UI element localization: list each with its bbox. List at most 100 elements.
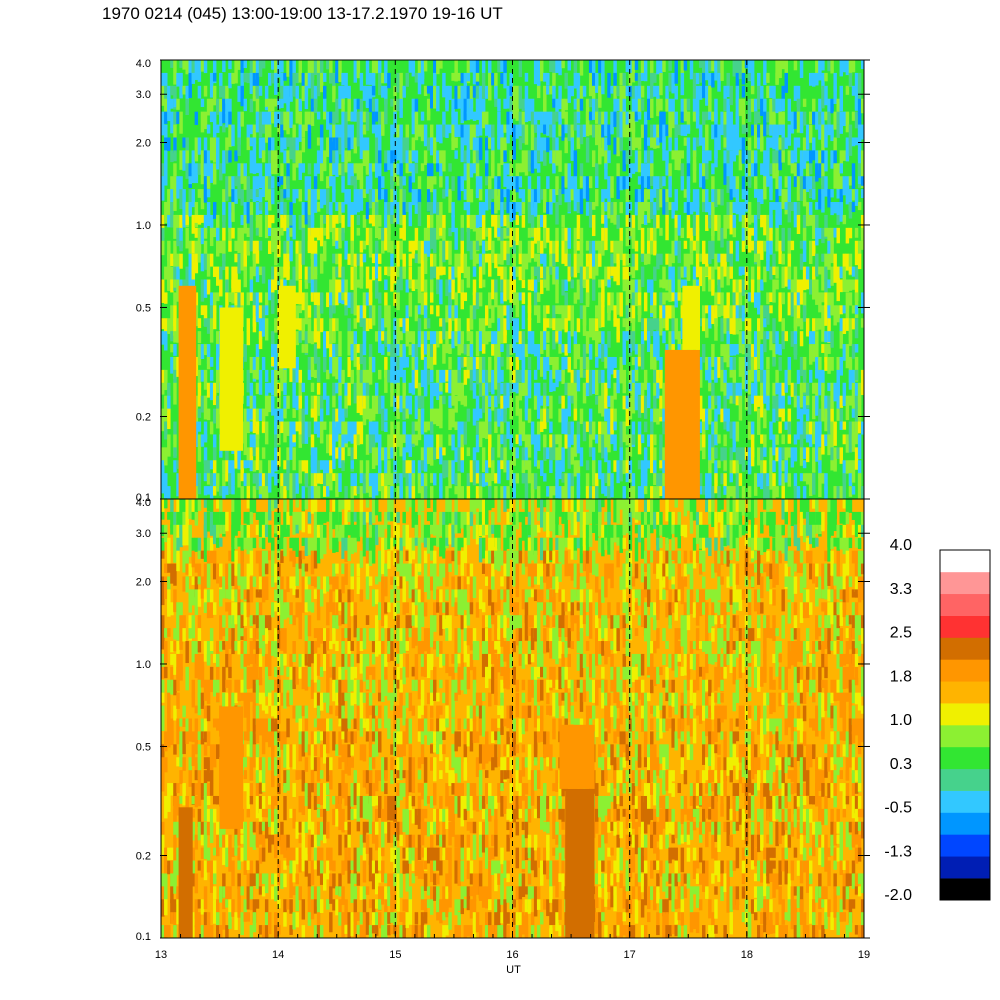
spectrogram-cell bbox=[338, 227, 342, 249]
spectrogram-cell bbox=[341, 98, 345, 113]
spectrogram-cell bbox=[423, 240, 428, 262]
spectrogram-cell bbox=[429, 344, 434, 364]
spectrogram-cell bbox=[368, 344, 373, 364]
spectrogram-cell bbox=[350, 369, 354, 384]
spectrogram-cell bbox=[576, 473, 581, 495]
spectrogram-cell bbox=[573, 382, 578, 401]
spectrogram-cell bbox=[368, 72, 373, 85]
spectrogram-cell bbox=[264, 111, 269, 130]
spectrogram-cell bbox=[203, 214, 208, 234]
spectrogram-cell bbox=[692, 266, 697, 292]
spectrogram-cell bbox=[799, 163, 804, 182]
spectrogram-cell bbox=[313, 369, 318, 379]
spectrogram-cell bbox=[619, 434, 623, 460]
spectrogram-cell bbox=[356, 163, 361, 180]
spectrogram-cell bbox=[280, 408, 284, 427]
spectrogram-cell bbox=[662, 331, 666, 344]
spectrogram-cell bbox=[497, 214, 501, 241]
spectrogram-cell bbox=[228, 641, 232, 650]
spectrogram-cell bbox=[216, 137, 220, 163]
spectrogram-cell bbox=[659, 189, 663, 208]
spectrogram-cell bbox=[585, 486, 590, 499]
spectrogram-cell bbox=[338, 202, 342, 224]
spectrogram-cell bbox=[659, 227, 663, 236]
spectrogram-cell bbox=[591, 253, 596, 278]
spectrogram-cell bbox=[396, 124, 400, 145]
spectrogram-cell bbox=[506, 124, 510, 144]
spectrogram-cell bbox=[757, 240, 761, 254]
spectrogram-cell bbox=[252, 318, 257, 333]
spectrogram-cell bbox=[454, 395, 458, 413]
spectrogram-cell bbox=[225, 653, 229, 668]
spectrogram-cell bbox=[790, 447, 795, 468]
spectrogram-cell bbox=[347, 124, 351, 139]
spectrogram-cell bbox=[390, 189, 394, 203]
spectrogram-cell bbox=[206, 860, 211, 873]
spectrogram-cell bbox=[408, 305, 413, 317]
spectrogram-cell bbox=[824, 486, 828, 499]
spectrogram-cell bbox=[200, 550, 205, 559]
spectrogram-cell bbox=[170, 641, 174, 653]
spectrogram-cell bbox=[478, 369, 483, 394]
spectrogram-cell bbox=[384, 292, 388, 306]
spectrogram-cell bbox=[760, 356, 764, 380]
spectrogram-cell bbox=[747, 227, 752, 253]
spectrogram-cell bbox=[191, 499, 196, 519]
spectrogram-cell bbox=[445, 369, 449, 382]
spectrogram-cell bbox=[240, 460, 244, 482]
spectrogram-cell bbox=[760, 124, 764, 149]
spectrogram-cell bbox=[662, 382, 666, 399]
spectrogram-cell bbox=[225, 137, 229, 156]
spectrogram-cell bbox=[451, 408, 455, 428]
spectrogram-cell bbox=[854, 98, 859, 110]
spectrogram-cell bbox=[604, 202, 608, 212]
spectrogram-cell bbox=[503, 292, 507, 301]
spectrogram-cell bbox=[815, 279, 819, 305]
spectrogram-cell bbox=[212, 473, 217, 496]
spectrogram-cell bbox=[170, 344, 174, 353]
spectrogram-cell bbox=[457, 460, 461, 472]
spectrogram-cell bbox=[689, 240, 694, 254]
spectrogram-cell bbox=[702, 176, 706, 201]
spectrogram-cell bbox=[194, 60, 199, 80]
spectrogram-cell bbox=[176, 783, 180, 794]
spectrogram-cell bbox=[757, 253, 761, 271]
spectrogram-cell bbox=[408, 163, 413, 172]
spectrogram-cell bbox=[723, 305, 727, 323]
spectrogram-cell bbox=[225, 628, 229, 645]
spectrogram-cell bbox=[842, 382, 847, 406]
spectrogram-cell bbox=[472, 279, 477, 296]
spectrogram-cell bbox=[387, 214, 391, 235]
spectrogram-cell bbox=[283, 421, 287, 443]
spectrogram-cell bbox=[209, 821, 214, 844]
spectrogram-cell bbox=[643, 176, 648, 187]
spectrogram-cell bbox=[481, 111, 486, 129]
spectrogram-cell bbox=[402, 253, 406, 272]
spectrogram-cell bbox=[518, 240, 523, 255]
spectrogram-cell bbox=[191, 641, 196, 663]
spectrogram-cell bbox=[854, 72, 859, 88]
spectrogram-cell bbox=[747, 395, 752, 415]
spectrogram-cell bbox=[662, 318, 666, 329]
spectrogram-cell bbox=[720, 60, 724, 81]
spectrogram-cell bbox=[622, 111, 626, 136]
spectrogram-cell bbox=[656, 382, 660, 399]
spectrogram-cell bbox=[164, 628, 168, 638]
spectrogram-cell bbox=[188, 163, 192, 189]
spectrogram-cell bbox=[228, 72, 232, 89]
spectrogram-cell bbox=[408, 473, 413, 490]
spectrogram-cell bbox=[228, 214, 232, 233]
spectrogram-cell bbox=[316, 318, 321, 332]
spectrogram-cell bbox=[188, 589, 192, 613]
spectrogram-cell bbox=[374, 214, 379, 239]
spectrogram-cell bbox=[307, 305, 312, 318]
spectrogram-cell bbox=[851, 163, 856, 189]
spectrogram-cell bbox=[564, 137, 568, 154]
spectrogram-cell bbox=[478, 292, 483, 307]
spectrogram-cell bbox=[555, 98, 559, 116]
spectrogram-cell bbox=[478, 331, 483, 352]
spectrogram-cell bbox=[283, 460, 287, 470]
spectrogram-cell bbox=[705, 356, 709, 371]
spectrogram-cell bbox=[604, 382, 608, 404]
spectrogram-cell bbox=[848, 266, 853, 275]
